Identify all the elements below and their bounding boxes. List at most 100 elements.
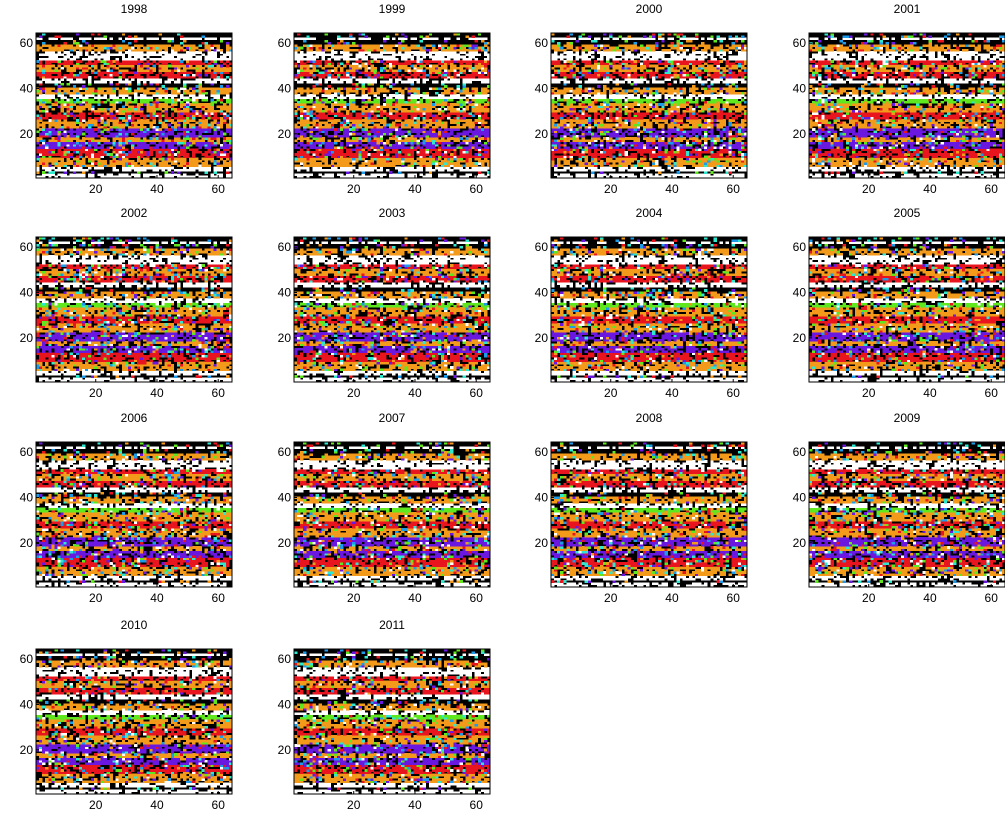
heatmap-cell (85, 48, 89, 52)
heatmap-cell (346, 128, 350, 131)
heatmap-cell (124, 89, 129, 93)
heatmap-cell (346, 80, 350, 84)
heatmap-cell (312, 85, 316, 88)
heatmap-cell (63, 100, 68, 104)
heatmap-cell (379, 168, 384, 172)
heatmap-cell (453, 91, 457, 95)
heatmap-cell (306, 94, 310, 97)
heatmap-cell (303, 132, 307, 136)
heatmap-cell (88, 123, 92, 127)
heatmap-cell (97, 159, 101, 163)
heatmap-cell (392, 150, 396, 154)
heatmap-cell (88, 66, 92, 70)
heatmap-cell (300, 71, 304, 75)
heatmap-cell (51, 171, 55, 174)
heatmap-cell (355, 150, 359, 154)
heatmap-cell (474, 94, 479, 97)
heatmap-cell (352, 119, 356, 122)
heatmap-cell (483, 168, 488, 172)
heatmap-cell (447, 128, 451, 131)
heatmap-cell (158, 132, 162, 136)
heatmap-cell (63, 114, 68, 118)
heatmap-cell (149, 91, 153, 95)
heatmap-cell (410, 146, 414, 149)
heatmap-cell (376, 146, 381, 149)
heatmap-cell (379, 66, 384, 70)
heatmap-cell (57, 128, 61, 131)
heatmap-cell (158, 148, 162, 152)
heatmap-cell (379, 146, 384, 149)
heatmap-cell (225, 66, 230, 70)
heatmap-cell (94, 116, 98, 120)
heatmap-cell (103, 121, 107, 125)
heatmap-cell (152, 157, 156, 161)
heatmap-cell (66, 166, 71, 170)
heatmap-cell (222, 57, 227, 61)
heatmap-cell (124, 132, 129, 136)
heatmap-cell (106, 89, 110, 93)
heatmap-cell (155, 103, 159, 106)
heatmap-cell (213, 171, 218, 174)
heatmap-cell (228, 164, 233, 168)
heatmap-cell (346, 166, 350, 170)
heatmap-cell (444, 139, 448, 143)
heatmap-cell (140, 150, 144, 154)
heatmap-cell (367, 119, 371, 122)
heatmap-cell (189, 116, 193, 120)
heatmap-cell (425, 125, 430, 129)
heatmap-cell (392, 134, 396, 138)
heatmap-cell (106, 76, 110, 79)
heatmap-cell (207, 64, 211, 68)
heatmap-cell (300, 150, 304, 154)
heatmap-cell (115, 82, 120, 86)
heatmap-cell (112, 100, 117, 104)
heatmap-cell (134, 51, 138, 54)
heatmap-cell (225, 155, 230, 159)
heatmap-cell (330, 155, 335, 159)
heatmap-cell (225, 94, 230, 97)
heatmap-cell (210, 159, 215, 163)
heatmap-cell (330, 119, 335, 122)
heatmap-cell (155, 114, 159, 118)
heatmap-cell (385, 123, 390, 127)
heatmap-cell (477, 91, 482, 95)
heatmap-cell (75, 55, 80, 59)
heatmap-cell (431, 159, 436, 163)
heatmap-cell (130, 132, 135, 136)
heatmap-cell (198, 48, 202, 52)
heatmap-cell (465, 73, 469, 77)
heatmap-cell (447, 132, 451, 136)
heatmap-cell (176, 107, 181, 111)
heatmap-cell (97, 51, 101, 54)
heatmap-cell (382, 98, 387, 102)
heatmap-cell (189, 55, 193, 59)
heatmap-cell (483, 78, 488, 81)
heatmap-cell (444, 159, 448, 163)
heatmap-cell (170, 96, 175, 100)
heatmap-cell (149, 173, 153, 177)
heatmap-cell (404, 69, 408, 72)
heatmap-cell (428, 144, 433, 147)
heatmap-cell (45, 162, 49, 165)
heatmap-cell (106, 46, 110, 50)
heatmap-cell (183, 96, 187, 100)
heatmap-cell (66, 46, 71, 50)
heatmap-cell (143, 94, 147, 97)
heatmap-cell (361, 96, 365, 100)
heatmap-cell (115, 46, 120, 50)
heatmap-cell (309, 80, 313, 84)
heatmap-cell (78, 105, 83, 109)
heatmap-cell (42, 110, 46, 113)
heatmap-cell (143, 98, 147, 102)
heatmap-cell (324, 69, 329, 72)
heatmap-cell (456, 94, 460, 97)
heatmap-cell (447, 107, 451, 111)
heatmap-cell (404, 159, 408, 163)
heatmap-cell (173, 134, 178, 138)
heatmap-cell (431, 105, 436, 109)
heatmap-cell (164, 119, 169, 122)
heatmap-cell (112, 105, 117, 109)
heatmap-cell (100, 96, 104, 100)
heatmap-cell (306, 76, 310, 79)
heatmap-cell (376, 123, 381, 127)
